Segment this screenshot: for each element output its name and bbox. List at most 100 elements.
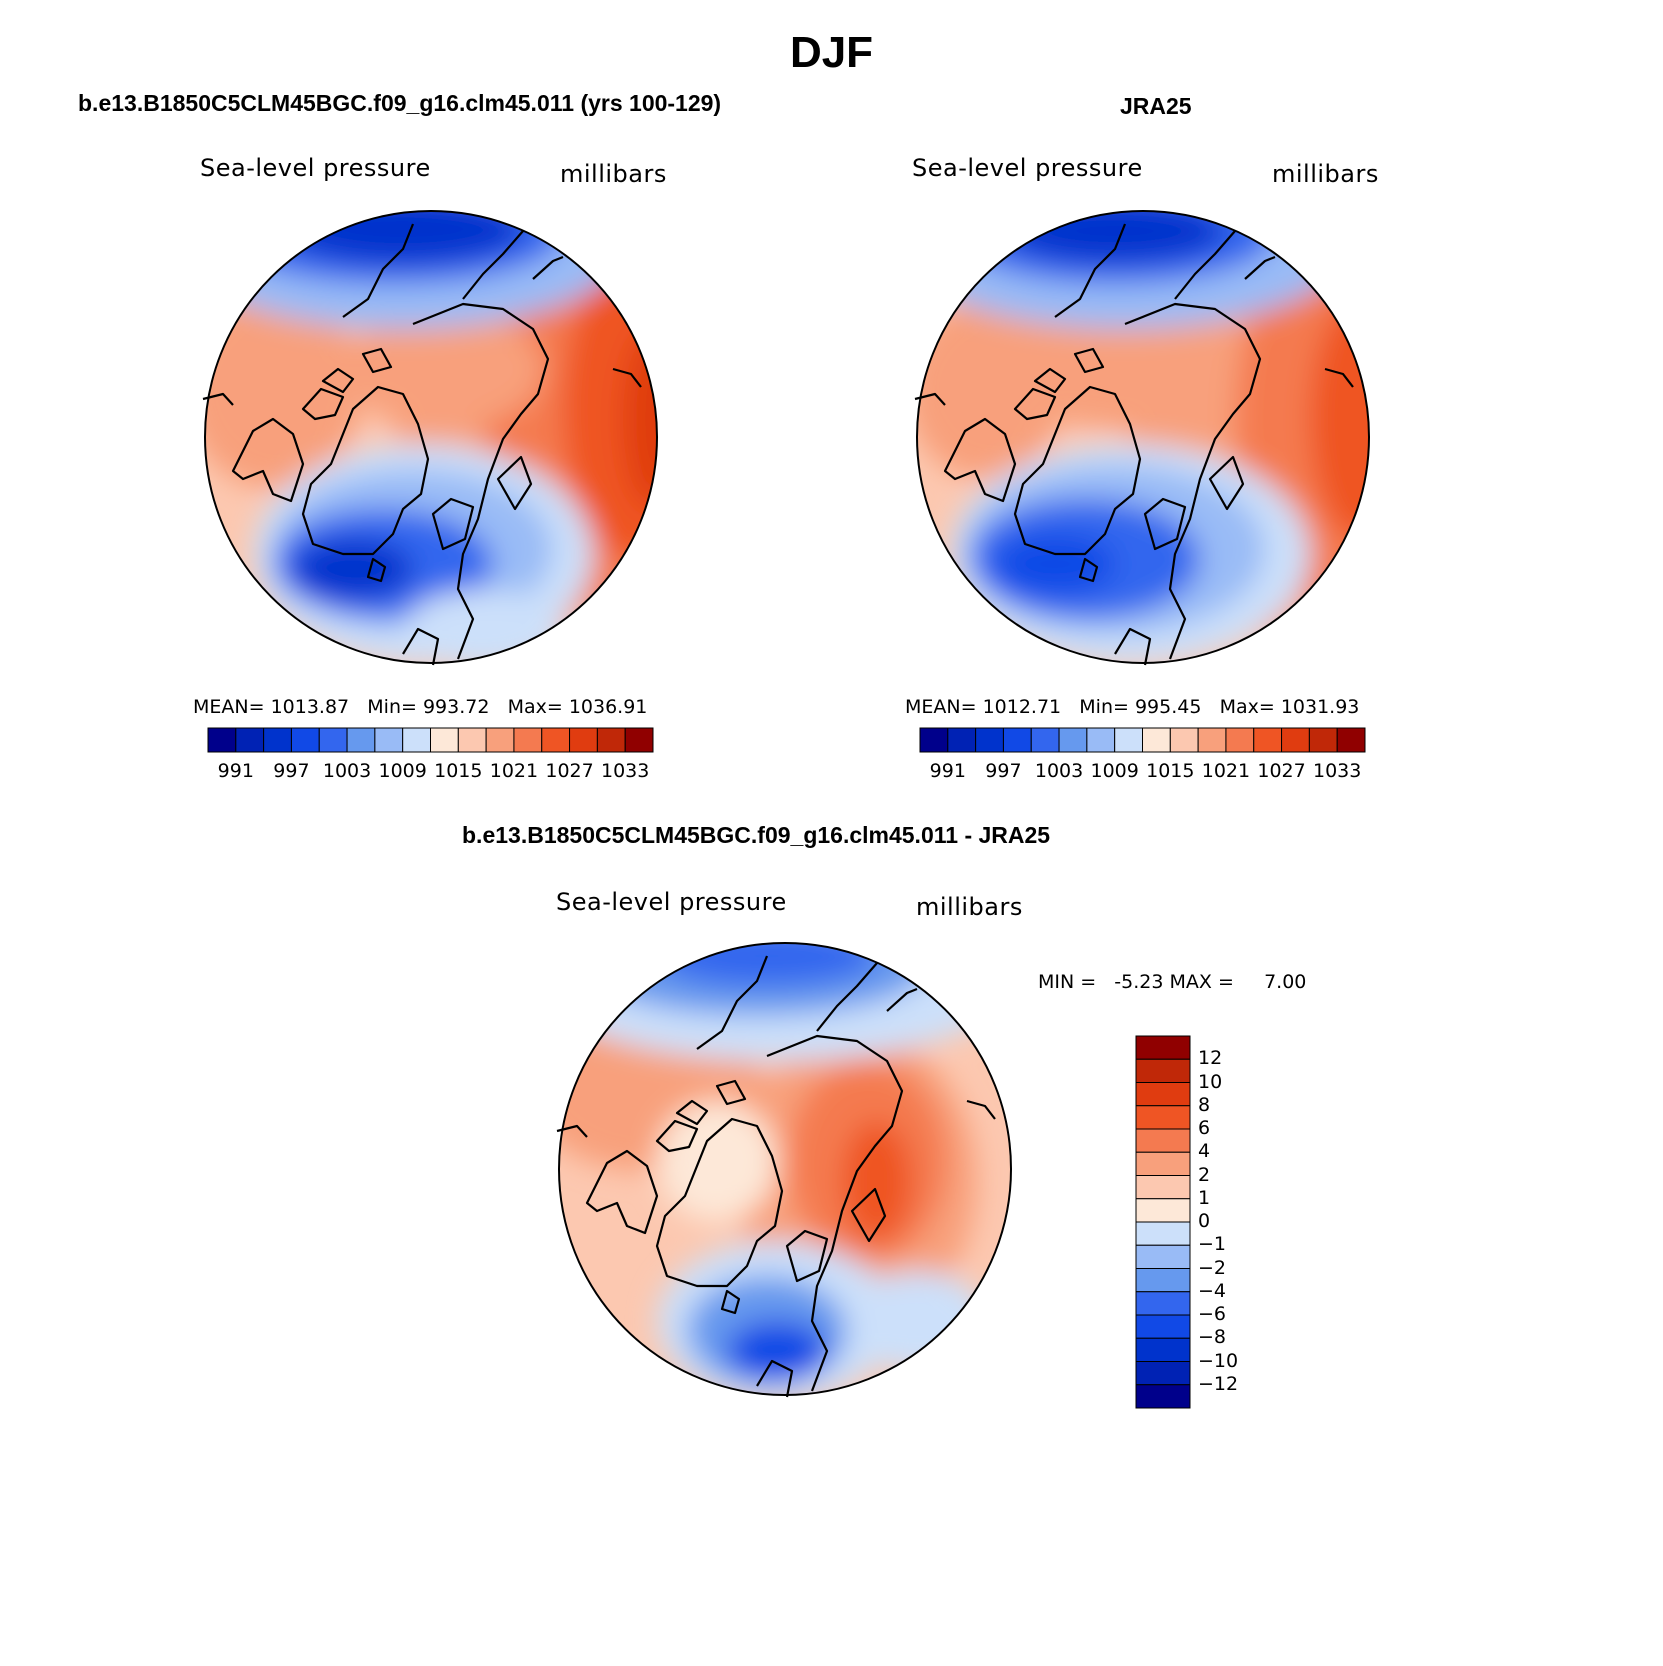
model-colorbar xyxy=(207,727,654,753)
obs-panel-title: JRA25 xyxy=(1120,93,1192,119)
obs-colorbar-swatch xyxy=(1169,727,1199,753)
model-mean-label: MEAN= xyxy=(193,696,265,718)
diff-colorbar-tick-label: −8 xyxy=(1198,1326,1227,1349)
model-max-value: 1036.91 xyxy=(568,696,648,718)
model-colorbar-tick-label: 1009 xyxy=(378,760,427,782)
diff-colorbar-swatch xyxy=(1135,1151,1191,1176)
diff-colorbar-tick-label: −12 xyxy=(1198,1372,1239,1395)
diff-colorbar-swatch xyxy=(1135,1337,1191,1362)
diff-colorbar-tick-label: −2 xyxy=(1198,1256,1227,1279)
diff-colorbar-tick-label: 2 xyxy=(1198,1163,1211,1186)
obs-colorbar-swatch xyxy=(1030,727,1060,753)
obs-colorbar-swatch xyxy=(919,727,949,753)
obs-colorbar-swatch xyxy=(1058,727,1088,753)
obs-stats: MEAN= 1012.71 Min= 995.45 Max= 1031.93 xyxy=(905,696,1359,718)
diff-colorbar-swatch xyxy=(1135,1082,1191,1107)
diff-colorbar-tick-label: 1 xyxy=(1198,1186,1211,1209)
model-max-label: Max= xyxy=(507,696,563,718)
model-units-label: millibars xyxy=(560,160,667,188)
model-colorbar-tick-label: 1021 xyxy=(489,760,539,782)
obs-colorbar-swatch xyxy=(1142,727,1171,753)
model-colorbar-swatch xyxy=(346,727,376,753)
obs-colorbar-swatch xyxy=(1086,727,1116,753)
diff-colorbar-swatch xyxy=(1135,1384,1191,1409)
obs-colorbar-swatch xyxy=(1114,727,1143,753)
obs-colorbar-swatch xyxy=(1336,727,1366,753)
model-colorbar-swatch xyxy=(513,727,543,753)
model-colorbar-swatch xyxy=(430,727,459,753)
obs-colorbar-tick-label: 1015 xyxy=(1146,760,1195,782)
diff-colorbar-tick-label: −10 xyxy=(1198,1349,1239,1372)
obs-colorbar-tick-label: 997 xyxy=(985,760,1022,782)
model-colorbar-tick-label: 997 xyxy=(273,760,310,782)
diff-colorbar-tick-label: −6 xyxy=(1198,1303,1227,1325)
diff-minmax: MIN = -5.23 MAX = 7.00 xyxy=(1038,971,1306,993)
obs-colorbar-swatch xyxy=(1002,727,1032,753)
obs-colorbar-tick-label: 1021 xyxy=(1201,760,1251,782)
obs-colorbar-swatch xyxy=(975,727,1004,753)
diff-units-label: millibars xyxy=(916,893,1023,921)
diff-variable-label: Sea-level pressure xyxy=(556,888,787,916)
diff-colorbar-tick-label: 6 xyxy=(1198,1117,1211,1139)
obs-colorbar-tick-label: 1009 xyxy=(1090,760,1139,782)
model-panel-title: b.e13.B1850C5CLM45BGC.f09_g16.clm45.011 … xyxy=(78,90,722,116)
diff-max-value: 7.00 xyxy=(1264,971,1307,993)
model-stats: MEAN= 1013.87 Min= 993.72 Max= 1036.91 xyxy=(193,696,647,718)
obs-colorbar-swatch xyxy=(1281,727,1310,753)
obs-mean-label: MEAN= xyxy=(905,696,977,718)
diff-colorbar-swatch xyxy=(1135,1314,1191,1339)
obs-colorbar-swatch xyxy=(947,727,977,753)
model-colorbar-tick-label: 1003 xyxy=(322,760,372,782)
diff-colorbar-tick-label: 4 xyxy=(1198,1140,1211,1163)
diff-max-label: MAX = xyxy=(1169,971,1234,993)
obs-colorbar-tick-label: 1033 xyxy=(1313,760,1362,782)
diff-colorbar-swatch xyxy=(1135,1175,1191,1200)
obs-colorbar-swatch xyxy=(1197,727,1227,753)
diff-colorbar-swatch xyxy=(1135,1058,1191,1083)
obs-colorbar-swatch xyxy=(1225,727,1255,753)
diff-panel-title: b.e13.B1850C5CLM45BGC.f09_g16.clm45.011 … xyxy=(462,822,1051,848)
obs-colorbar-swatch xyxy=(1308,727,1338,753)
diff-colorbar-swatch xyxy=(1135,1268,1191,1293)
model-colorbar-tick-label: 1033 xyxy=(601,760,650,782)
diff-colorbar-tick-label: 8 xyxy=(1198,1093,1211,1116)
figure-title: DJF xyxy=(789,28,874,77)
obs-colorbar-tick-label: 1003 xyxy=(1034,760,1084,782)
model-colorbar-swatch xyxy=(457,727,487,753)
obs-colorbar-swatch xyxy=(1253,727,1283,753)
obs-polar-map xyxy=(914,210,1370,666)
diff-colorbar xyxy=(1135,1035,1191,1409)
diff-colorbar-tick-label: −4 xyxy=(1198,1279,1227,1302)
diff-colorbar-tick-label: 0 xyxy=(1198,1210,1211,1232)
model-colorbar-swatch xyxy=(541,727,571,753)
model-colorbar-tick-label: 1027 xyxy=(545,760,594,782)
diff-colorbar-swatch xyxy=(1135,1221,1191,1246)
obs-colorbar xyxy=(919,727,1366,753)
model-polar-map xyxy=(202,210,658,666)
diff-colorbar-swatch xyxy=(1135,1105,1191,1130)
model-min-value: 993.72 xyxy=(422,696,490,718)
model-colorbar-swatch xyxy=(290,727,320,753)
diff-colorbar-swatch xyxy=(1135,1035,1191,1060)
model-colorbar-swatch xyxy=(402,727,431,753)
diff-colorbar-swatch xyxy=(1135,1128,1191,1153)
model-colorbar-tick-label: 991 xyxy=(217,760,254,782)
diff-colorbar-swatch xyxy=(1135,1198,1191,1223)
diff-min-label: MIN = xyxy=(1038,971,1097,993)
obs-variable-label: Sea-level pressure xyxy=(912,154,1143,182)
diff-min-value: -5.23 xyxy=(1114,971,1164,993)
model-colorbar-swatch xyxy=(485,727,515,753)
obs-colorbar-tick-label: 991 xyxy=(929,760,966,782)
diff-colorbar-swatch xyxy=(1135,1244,1191,1269)
obs-min-value: 995.45 xyxy=(1134,696,1202,718)
diff-polar-map xyxy=(556,942,1012,1398)
obs-min-label: Min= xyxy=(1079,696,1129,718)
model-colorbar-swatch xyxy=(374,727,404,753)
obs-units-label: millibars xyxy=(1272,160,1379,188)
model-mean-value: 1013.87 xyxy=(270,696,350,718)
model-min-label: Min= xyxy=(367,696,417,718)
model-colorbar-swatch xyxy=(235,727,265,753)
model-colorbar-swatch xyxy=(263,727,292,753)
obs-max-label: Max= xyxy=(1219,696,1275,718)
diff-colorbar-tick-label: 10 xyxy=(1198,1070,1223,1093)
